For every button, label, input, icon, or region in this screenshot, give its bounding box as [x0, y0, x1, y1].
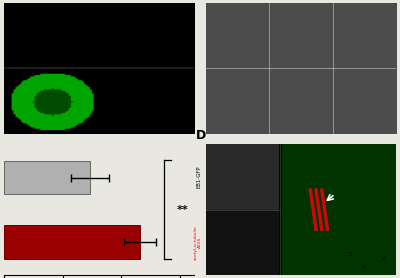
- Bar: [4, 161, 90, 194]
- Bar: [206, 144, 278, 210]
- Text: x: x: [362, 264, 366, 270]
- Bar: [4, 225, 140, 259]
- Text: acetyl-α-tubulin
A555: acetyl-α-tubulin A555: [193, 225, 202, 260]
- Bar: [282, 144, 396, 275]
- Text: D: D: [196, 129, 206, 142]
- Text: **: **: [177, 205, 188, 215]
- Text: MDCKΔTTL: MDCKΔTTL: [178, 88, 183, 114]
- Text: MDCK: MDCK: [178, 28, 183, 44]
- Text: EB1-GFP: EB1-GFP: [197, 166, 202, 188]
- Text: z: z: [348, 250, 352, 257]
- Bar: [206, 210, 278, 275]
- Text: y: y: [381, 254, 385, 260]
